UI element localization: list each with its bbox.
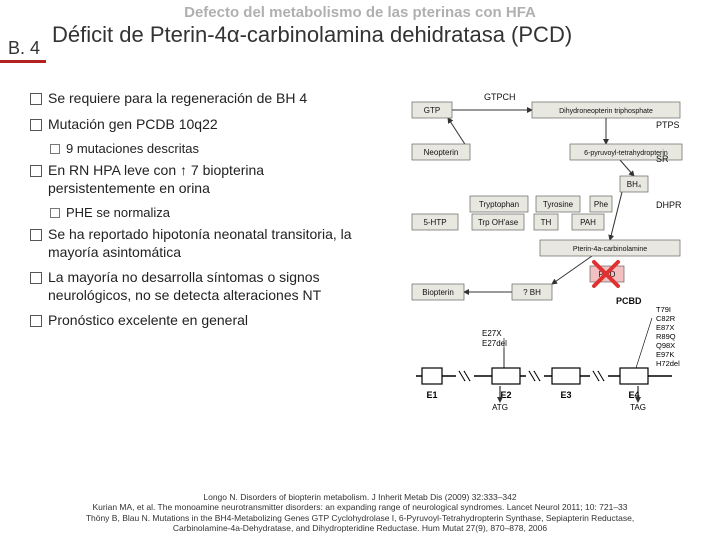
ref-line: Thöny B, Blau N. Mutations in the BH4-Me… xyxy=(0,513,720,524)
svg-text:T79I: T79I xyxy=(656,305,671,314)
slide-number: B. 4 xyxy=(8,38,40,59)
svg-text:Trp OH'ase: Trp OH'ase xyxy=(478,218,519,227)
svg-text:PTPS: PTPS xyxy=(656,120,680,130)
svg-text:E3: E3 xyxy=(560,390,571,400)
svg-text:E27del: E27del xyxy=(482,339,507,348)
svg-text:E27X: E27X xyxy=(482,329,502,338)
bullet-item: Se ha reportado hipotonía neonatal trans… xyxy=(30,226,370,261)
svg-text:5-HTP: 5-HTP xyxy=(423,218,446,227)
bullet-item: La mayoría no desarrolla síntomas o sign… xyxy=(30,269,370,304)
ref-line: Longo N. Disorders of biopterin metaboli… xyxy=(0,492,720,503)
svg-text:ATG: ATG xyxy=(492,403,508,412)
header-gray: Defecto del metabolismo de las pterinas … xyxy=(0,4,720,21)
ref-line: Kurian MA, et al. The monoamine neurotra… xyxy=(0,502,720,513)
svg-text:H72del: H72del xyxy=(656,359,680,368)
svg-text:Q98X: Q98X xyxy=(656,341,675,350)
svg-text:PAH: PAH xyxy=(580,218,596,227)
svg-text:TH: TH xyxy=(541,218,552,227)
bullet-item: 9 mutaciones descritas xyxy=(30,141,370,156)
svg-text:DHPR: DHPR xyxy=(656,200,682,210)
svg-text:TAG: TAG xyxy=(630,403,646,412)
svg-text:GTPCH: GTPCH xyxy=(484,92,516,102)
svg-text:R89Q: R89Q xyxy=(656,332,676,341)
svg-text:SR: SR xyxy=(656,154,669,164)
svg-text:E97K: E97K xyxy=(656,350,674,359)
svg-text:Phe: Phe xyxy=(594,200,609,209)
bullet-item: Mutación gen PCDB 10q22 xyxy=(30,116,370,134)
slide-title: Déficit de Pterin-4α-carbinolamina dehid… xyxy=(52,22,692,48)
svg-text:Dihydroneopterin triphosphate: Dihydroneopterin triphosphate xyxy=(559,108,653,115)
pathway-diagram: GTP Dihydroneopterin triphosphate Neopteri… xyxy=(392,92,702,417)
svg-text:GTP: GTP xyxy=(424,106,440,115)
svg-text:C82R: C82R xyxy=(656,314,676,323)
bullet-item: Pronóstico excelente en general xyxy=(30,312,370,330)
bullet-item: PHE se normaliza xyxy=(30,205,370,220)
svg-text:? BH: ? BH xyxy=(523,288,541,297)
ref-line: Carbinolamine-4a-Dehydratase, and Dihydr… xyxy=(0,523,720,534)
svg-text:PCBD: PCBD xyxy=(616,296,642,306)
references: Longo N. Disorders of biopterin metaboli… xyxy=(0,492,720,535)
accent-bar xyxy=(0,60,46,63)
svg-text:E87X: E87X xyxy=(656,323,674,332)
svg-text:E1: E1 xyxy=(426,390,437,400)
bullet-item: En RN HPA leve con ↑ 7 biopterina persis… xyxy=(30,162,370,197)
bullet-list: Se requiere para la regeneración de BH 4… xyxy=(30,90,370,338)
svg-text:Neopterin: Neopterin xyxy=(424,148,459,157)
svg-text:E2: E2 xyxy=(500,390,511,400)
svg-text:BH₄: BH₄ xyxy=(627,180,641,189)
svg-text:Pterin-4a-carbinolamine: Pterin-4a-carbinolamine xyxy=(573,246,647,253)
svg-text:Biopterin: Biopterin xyxy=(422,288,454,297)
bullet-item: Se requiere para la regeneración de BH 4 xyxy=(30,90,370,108)
svg-text:Tyrosine: Tyrosine xyxy=(543,200,574,209)
svg-text:Tryptophan: Tryptophan xyxy=(479,200,519,209)
